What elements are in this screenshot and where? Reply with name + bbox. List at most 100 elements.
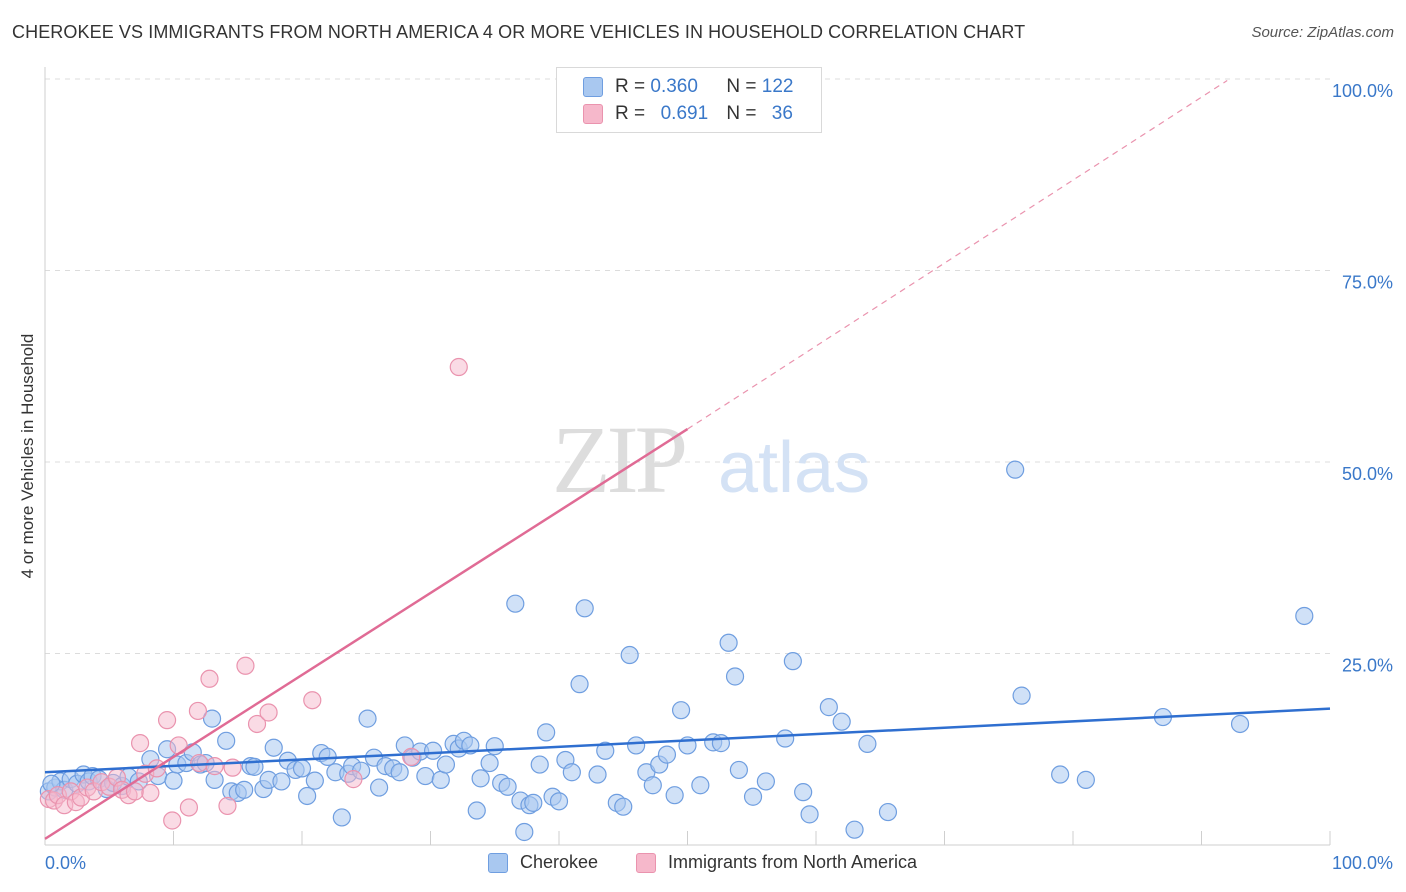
point-cherokee: [1012, 686, 1031, 705]
point-cherokee: [711, 734, 731, 753]
legend-swatch-immigrants: [583, 104, 603, 124]
point-immigrants: [205, 757, 224, 776]
point-cherokee: [588, 765, 607, 784]
legend-swatch-cherokee: [488, 852, 508, 873]
point-cherokee: [691, 776, 710, 795]
point-cherokee: [498, 777, 517, 796]
point-immigrants: [190, 753, 209, 773]
y-tick-label: 25.0%: [1342, 656, 1393, 676]
point-cherokee: [298, 786, 317, 806]
trendline-immigrants-extension: [687, 80, 1228, 430]
legend-item-cherokee: Cherokee: [488, 852, 598, 873]
legend-r-value: 0.360: [650, 76, 698, 97]
point-immigrants: [303, 691, 322, 710]
point-cherokee: [217, 731, 236, 750]
point-cherokee: [480, 753, 499, 773]
legend-label-cherokee: Cherokee: [520, 852, 599, 872]
point-immigrants: [218, 796, 237, 816]
point-immigrants: [200, 669, 219, 688]
point-cherokee: [264, 738, 283, 757]
point-cherokee: [436, 755, 456, 774]
point-cherokee: [878, 802, 898, 822]
point-cherokee: [530, 755, 549, 774]
point-immigrants: [179, 798, 199, 817]
legend-r-label: R =: [615, 103, 646, 124]
point-cherokee: [729, 760, 749, 780]
point-cherokee: [549, 792, 569, 811]
point-immigrants: [344, 770, 363, 789]
point-cherokee: [515, 822, 534, 842]
tick-labels: 25.0% 50.0% 75.0% 100.0% 0.0% 100.0%: [45, 81, 1393, 873]
point-immigrants: [188, 701, 208, 721]
point-cherokee: [575, 599, 594, 618]
series-immigrants-points: [39, 357, 468, 830]
point-immigrants: [259, 703, 278, 722]
legend-row-cherokee: R = 0.360 N = 122: [583, 74, 793, 100]
point-cherokee: [461, 736, 480, 755]
trend-lines: [44, 80, 1331, 840]
chart-title: CHEROKEE VS IMMIGRANTS FROM NORTH AMERIC…: [12, 22, 1026, 42]
point-cherokee: [858, 734, 877, 753]
legend-swatch-cherokee: [583, 77, 603, 97]
point-immigrants: [163, 811, 182, 830]
point-cherokee: [506, 594, 525, 613]
point-cherokee: [562, 763, 581, 782]
point-immigrants: [141, 783, 160, 803]
point-cherokee: [783, 652, 802, 671]
legend-n-label: N =: [726, 103, 757, 124]
point-cherokee: [657, 745, 677, 764]
legend-swatch-immigrants: [636, 852, 656, 873]
legend-n-value: 36: [771, 103, 793, 124]
point-cherokee: [416, 766, 435, 786]
y-tick-label: 50.0%: [1342, 464, 1393, 484]
point-cherokee: [431, 770, 450, 789]
point-cherokee: [164, 771, 183, 790]
point-immigrants: [247, 714, 267, 734]
series-legend: Cherokee Immigrants from North America: [0, 852, 1406, 876]
point-cherokee: [665, 786, 684, 805]
point-cherokee: [423, 741, 443, 760]
point-cherokee: [819, 698, 838, 717]
x-tick-label: 0.0%: [45, 853, 86, 873]
point-immigrants: [157, 711, 177, 730]
point-cherokee: [725, 667, 745, 686]
point-cherokee: [292, 759, 312, 778]
point-cherokee: [485, 737, 504, 756]
point-cherokee: [390, 763, 409, 782]
point-cherokee: [671, 701, 691, 720]
point-cherokee: [596, 741, 615, 760]
point-cherokee: [235, 780, 254, 799]
point-immigrants: [130, 734, 150, 753]
point-cherokee: [467, 801, 486, 820]
legend-item-immigrants: Immigrants from North America: [636, 852, 917, 873]
legend-row-immigrants: R = 0.691 N = 36: [583, 101, 793, 127]
legend-r-value: 0.691: [660, 103, 709, 124]
legend-label-immigrants: Immigrants from North America: [668, 852, 918, 872]
y-tick-label: 75.0%: [1342, 273, 1393, 293]
y-tick-label: 100.0%: [1332, 81, 1393, 101]
point-cherokee: [643, 776, 662, 795]
series-cherokee-points: [39, 460, 1314, 842]
legend-n-label: N =: [726, 76, 757, 97]
source-credit: Source: ZipAtlas.com: [1251, 24, 1394, 41]
point-cherokee: [570, 675, 589, 694]
point-cherokee: [305, 771, 324, 790]
point-cherokee: [756, 772, 775, 791]
point-cherokee: [1295, 606, 1314, 626]
point-immigrants: [169, 736, 188, 755]
point-cherokee: [272, 772, 291, 791]
point-cherokee: [620, 645, 639, 665]
correlation-legend: R = 0.360 N = 122 R = 0.691 N = 36: [556, 67, 822, 133]
grid-lines: [45, 78, 1330, 654]
watermark-zip: ZIP: [552, 406, 685, 513]
legend-n-value: 122: [761, 76, 794, 97]
watermark-atlas: atlas: [718, 428, 870, 508]
point-immigrants: [449, 357, 468, 377]
trendline-cherokee: [44, 707, 1331, 774]
point-cherokee: [845, 820, 864, 839]
point-cherokee: [832, 712, 851, 731]
point-cherokee: [524, 793, 543, 812]
point-immigrants: [236, 656, 255, 675]
axes: [44, 67, 1331, 846]
trendline-immigrants: [44, 428, 689, 840]
